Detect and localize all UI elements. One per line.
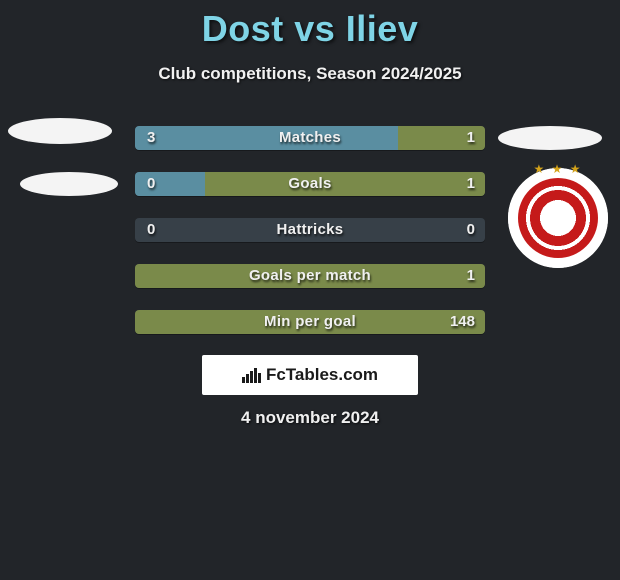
stat-label: Min per goal [135, 310, 485, 334]
brand-box: FcTables.com [202, 355, 418, 395]
stat-row: 31Matches [135, 126, 485, 150]
stat-label: Matches [135, 126, 485, 150]
comparison-subtitle: Club competitions, Season 2024/2025 [0, 64, 620, 84]
ellipse-placeholder-icon [20, 172, 118, 196]
stat-label: Goals [135, 172, 485, 196]
stat-label: Hattricks [135, 218, 485, 242]
club-crest-icon: ★ ★ ★ [508, 168, 608, 268]
player-left-badge [8, 118, 112, 222]
crest-stars-icon: ★ ★ ★ [508, 162, 608, 176]
crest-inner-icon [518, 178, 598, 258]
footer-date: 4 november 2024 [0, 408, 620, 428]
player-right-badge: ★ ★ ★ [506, 168, 610, 272]
comparison-title: Dost vs Iliev [0, 0, 620, 50]
stat-row: 148Min per goal [135, 310, 485, 334]
stat-label: Goals per match [135, 264, 485, 288]
stat-row: 00Hattricks [135, 218, 485, 242]
brand-chart-icon [242, 367, 260, 383]
stat-row: 01Goals [135, 172, 485, 196]
brand-text: FcTables.com [266, 365, 378, 385]
stat-row: 1Goals per match [135, 264, 485, 288]
ellipse-placeholder-icon [498, 126, 602, 150]
ellipse-placeholder-icon [8, 118, 112, 144]
comparison-bars: 31Matches 01Goals 00Hattricks 1Goals per ma… [135, 126, 485, 356]
